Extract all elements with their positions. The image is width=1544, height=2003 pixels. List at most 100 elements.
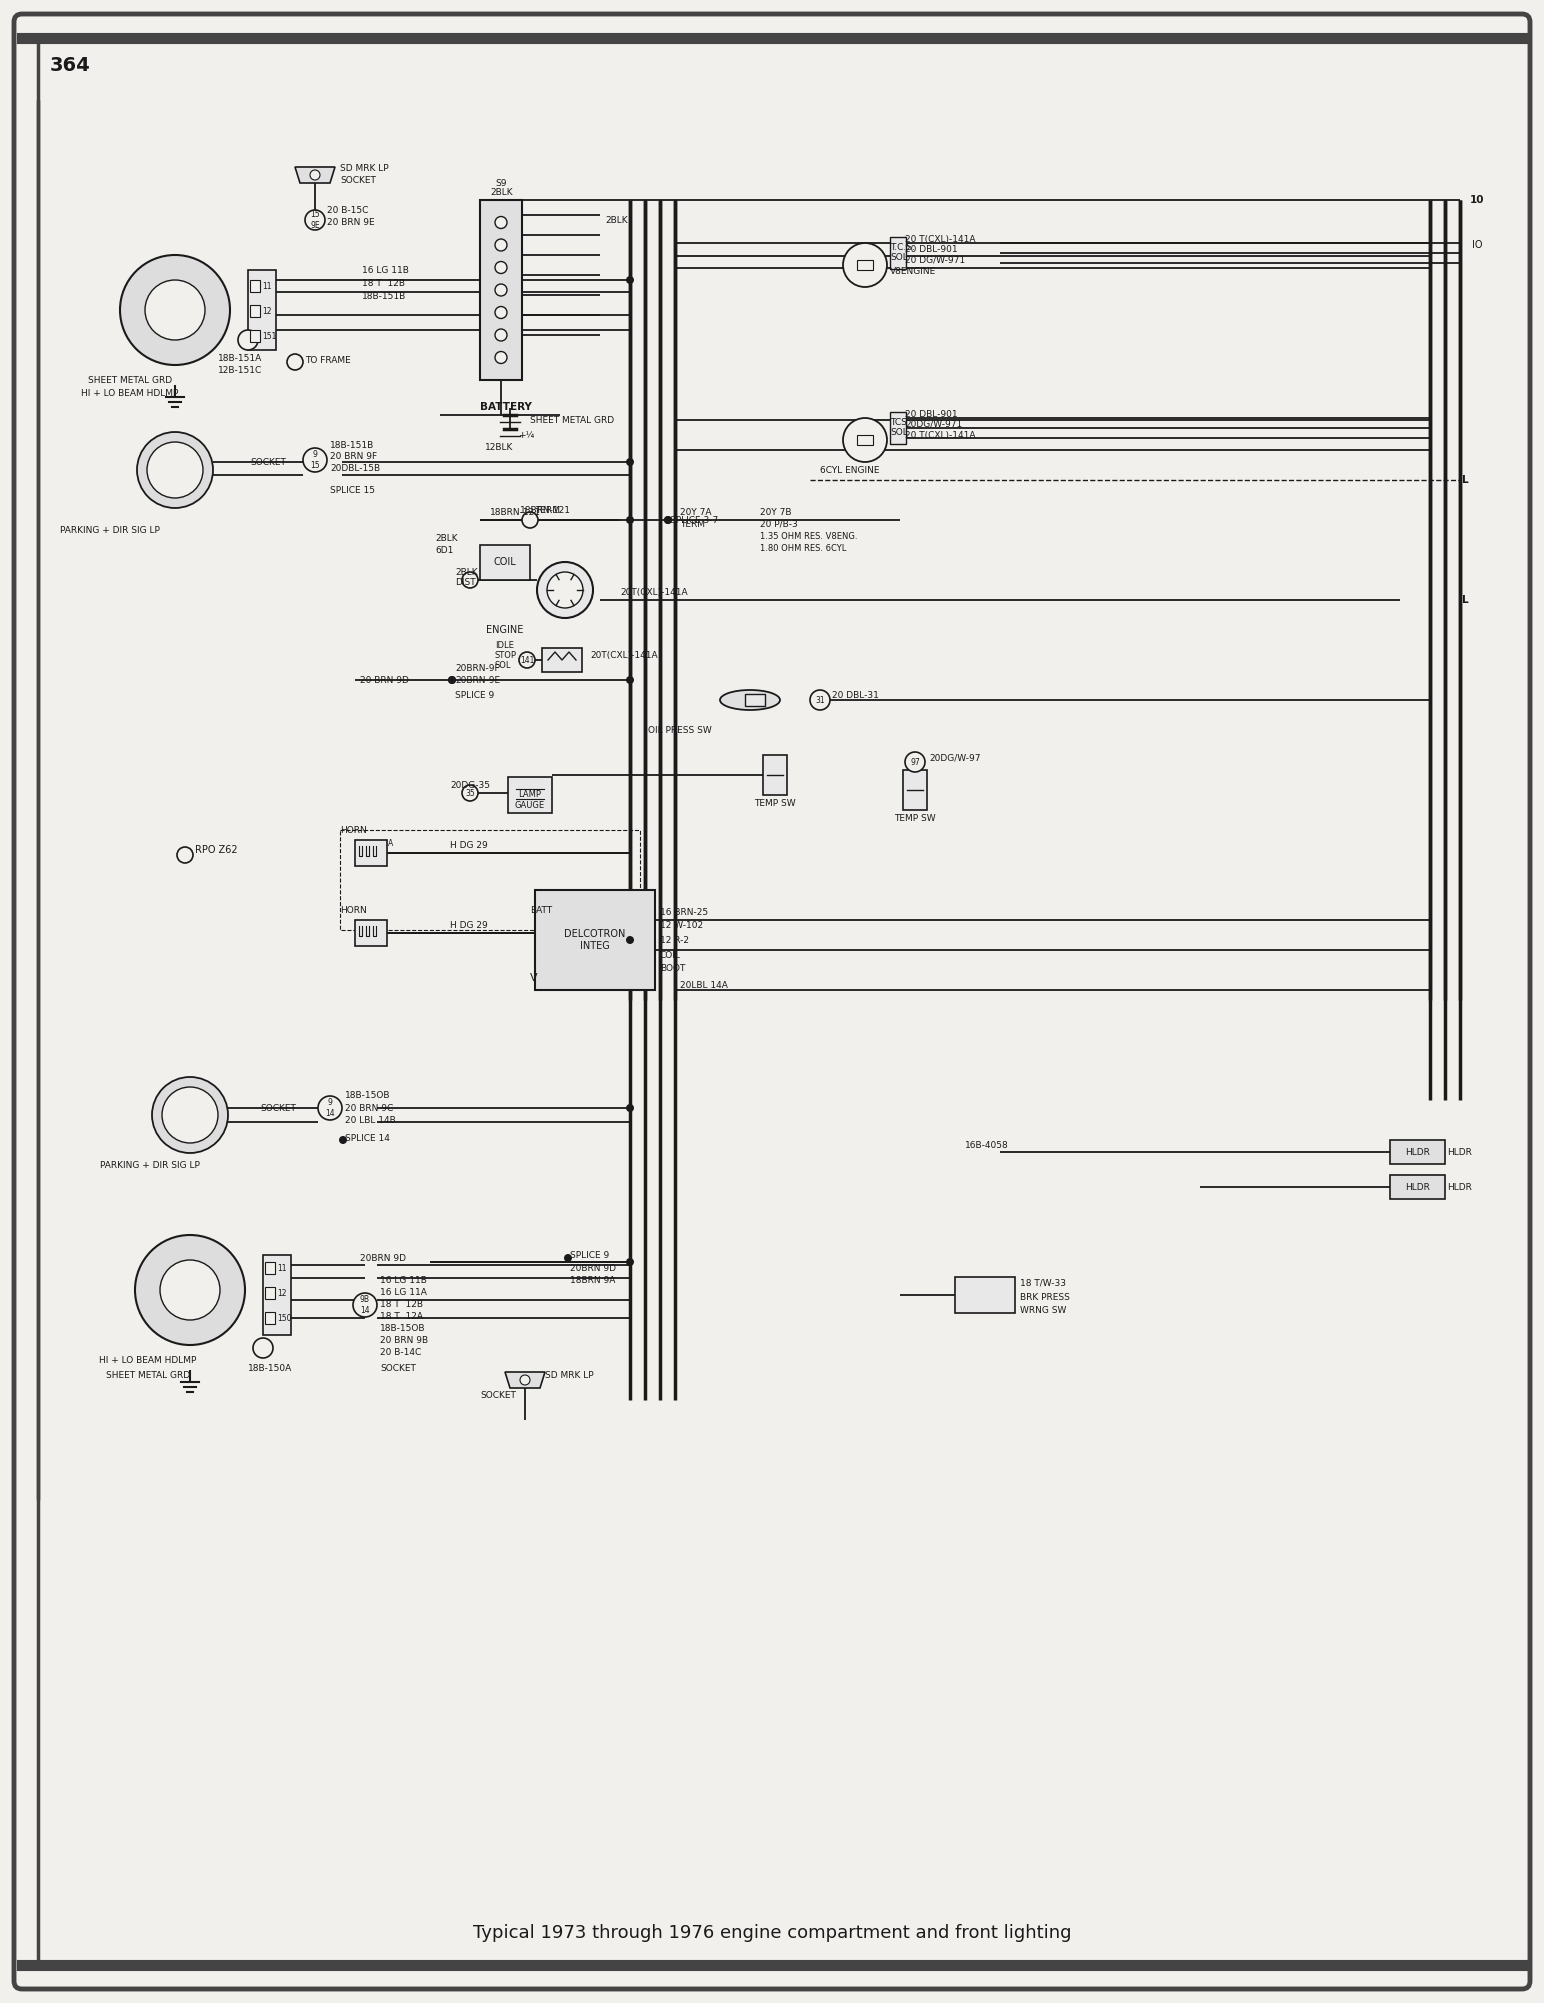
Text: LAMP
GAUGE: LAMP GAUGE [516,791,545,809]
Text: 20 DG/W-971: 20 DG/W-971 [905,256,965,264]
Circle shape [625,276,635,284]
Text: TERM: TERM [679,519,706,529]
Bar [746,693,764,705]
Text: 31: 31 [815,695,824,705]
Text: HORN: HORN [340,825,367,835]
Text: 20 T(CXL)-141A: 20 T(CXL)-141A [905,234,976,244]
Circle shape [843,242,886,286]
Text: 18BRN 9A: 18BRN 9A [570,1276,616,1284]
Text: 20Y 7B: 20Y 7B [760,507,792,517]
Text: H DG 29: H DG 29 [449,841,488,849]
Text: V8ENGINE: V8ENGINE [889,266,936,276]
Circle shape [238,330,258,351]
Text: HLDR: HLDR [1447,1148,1471,1156]
Text: SD MRK LP: SD MRK LP [340,164,389,172]
Text: 9B
14: 9B 14 [360,1296,371,1314]
Text: BATT: BATT [530,905,553,915]
Text: 18B-151A: 18B-151A [218,353,262,363]
Circle shape [496,328,506,341]
Text: SOL: SOL [889,252,908,262]
Text: 9
15: 9 15 [310,451,320,469]
Bar [262,1256,290,1336]
Text: 15
9E: 15 9E [310,210,320,230]
Text: 20BRN-9E: 20BRN-9E [455,675,500,685]
Text: SHEET METAL GRD: SHEET METAL GRD [88,375,171,385]
Text: SOL: SOL [496,661,511,669]
Text: HLDR: HLDR [1405,1182,1430,1192]
Circle shape [448,675,455,683]
Circle shape [547,573,584,609]
Text: 6D1: 6D1 [435,545,454,555]
Bar [857,260,872,270]
Circle shape [462,573,479,589]
Bar [903,769,926,809]
Text: 1.35 OHM RES. V8ENG.: 1.35 OHM RES. V8ENG. [760,531,857,541]
Text: 20T(CXL)-141A: 20T(CXL)-141A [621,587,687,597]
Text: 1.80 OHM RES. 6CYL: 1.80 OHM RES. 6CYL [760,543,846,553]
Text: 20 B-14C: 20 B-14C [380,1348,422,1356]
Text: 20DG/W-971: 20DG/W-971 [905,419,962,429]
Text: PARKING + DIR SIG LP: PARKING + DIR SIG LP [100,1160,199,1170]
Bar [340,829,641,929]
Text: DIST: DIST [455,577,476,587]
Text: 20T(CXL)-141A: 20T(CXL)-141A [590,651,658,659]
Circle shape [137,433,213,509]
Text: 20 DBL-31: 20 DBL-31 [832,691,879,699]
Text: 11: 11 [262,282,272,290]
Text: 11: 11 [276,1264,287,1272]
Text: HLDR: HLDR [1447,1182,1471,1192]
Text: DELCOTRON
INTEG: DELCOTRON INTEG [564,929,625,951]
Text: 20 P/B-3: 20 P/B-3 [760,519,798,529]
Bar [266,1312,275,1324]
Bar [266,1262,275,1274]
Text: COIL: COIL [494,557,516,567]
Circle shape [178,847,193,863]
Text: TO FRAME: TO FRAME [306,355,350,365]
Text: IO: IO [1471,240,1482,250]
Bar [889,413,906,445]
Text: 2BLK: 2BLK [489,188,513,196]
Text: 18 T  12A: 18 T 12A [380,1312,423,1320]
Bar [250,330,259,343]
Circle shape [625,459,635,467]
Polygon shape [505,1372,545,1388]
Text: SOCKET: SOCKET [480,1390,516,1400]
Bar [250,280,259,292]
Text: BOOT: BOOT [659,963,686,973]
Text: SOCKET: SOCKET [250,457,286,467]
Text: SHEET METAL GRD: SHEET METAL GRD [107,1370,190,1380]
Circle shape [151,1078,229,1154]
Text: 9
14: 9 14 [326,1098,335,1118]
Text: COIL: COIL [659,951,681,959]
Text: 2BLK: 2BLK [455,567,477,577]
Ellipse shape [720,689,780,709]
Text: L: L [1462,595,1468,605]
Text: SOCKET: SOCKET [340,176,375,184]
Text: S9: S9 [496,178,506,188]
Text: 20DBL-15B: 20DBL-15B [330,463,380,473]
Bar [508,777,553,813]
Text: 2BLK: 2BLK [435,533,457,543]
Circle shape [354,1294,377,1318]
Bar [956,1278,1014,1314]
Text: 18B-150A: 18B-150A [249,1364,292,1372]
Bar [763,755,787,795]
Text: 20BRN 9D: 20BRN 9D [570,1264,616,1272]
Bar [355,919,388,945]
Text: 20DG/W-97: 20DG/W-97 [929,753,980,763]
Circle shape [162,1088,218,1144]
Text: TERM: TERM [536,505,560,515]
Text: 20 DBL-901: 20 DBL-901 [905,409,957,419]
Circle shape [306,210,324,230]
Text: 12B-151C: 12B-151C [218,365,262,375]
Circle shape [496,351,506,363]
Text: 150: 150 [276,1314,292,1322]
Circle shape [253,1338,273,1358]
Text: OIL PRESS SW: OIL PRESS SW [648,725,712,735]
Circle shape [564,1254,571,1262]
Circle shape [287,355,303,371]
Text: 18B-15OB: 18B-15OB [344,1090,391,1100]
Text: 20LBL 14A: 20LBL 14A [679,981,727,989]
Text: 20 BRN 9B: 20 BRN 9B [380,1336,428,1344]
Circle shape [496,306,506,318]
